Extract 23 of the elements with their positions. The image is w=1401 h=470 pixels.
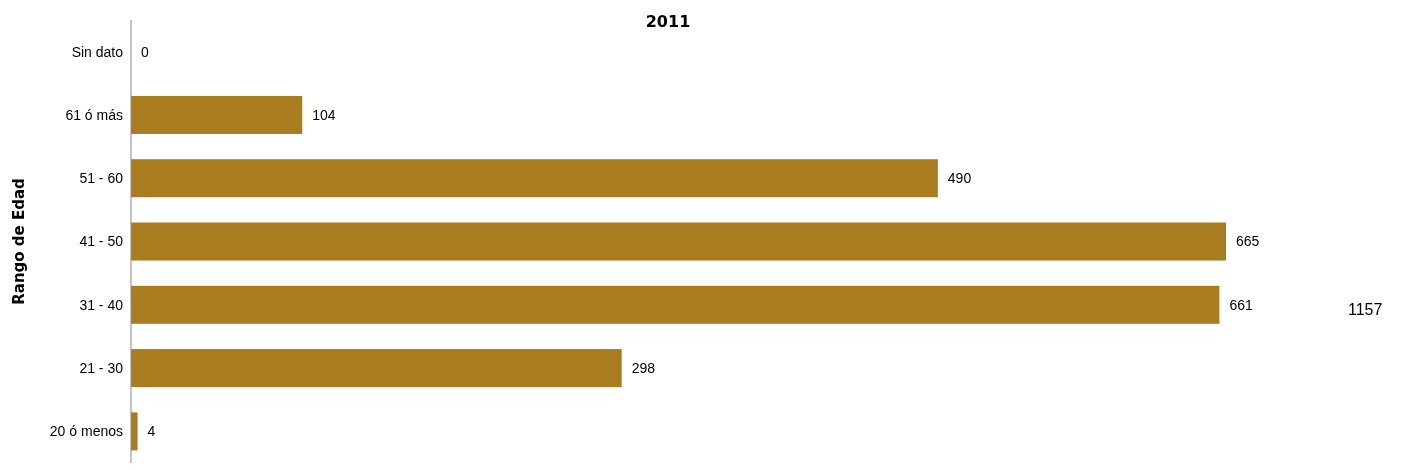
y-axis-title: Rango de Edad <box>10 178 29 305</box>
y-tick-label: 41 - 50 <box>79 233 124 250</box>
y-tick-label: 20 ó menos <box>49 423 123 440</box>
data-label: 661 <box>1229 296 1253 313</box>
data-label: 298 <box>631 359 656 376</box>
chart-title: 2011 <box>644 12 692 31</box>
y-tick-label: 51 - 60 <box>79 170 124 187</box>
bar <box>131 412 138 451</box>
y-tick-label: 61 ó más <box>65 106 123 123</box>
bar <box>131 159 938 198</box>
data-label: 4 <box>147 423 156 440</box>
y-tick-label: 31 - 40 <box>79 296 124 313</box>
bar <box>131 349 622 388</box>
y-tick-label: 21 - 30 <box>79 360 124 377</box>
data-label: 665 <box>1236 233 1260 250</box>
bar <box>131 285 1220 324</box>
y-tick-label: Sin dato <box>71 43 124 60</box>
data-label: 104 <box>312 106 336 123</box>
data-label: 0 <box>141 43 149 60</box>
bar <box>131 95 303 134</box>
text: 1157 <box>1348 301 1383 319</box>
data-label: 490 <box>947 170 972 187</box>
bar <box>131 222 1226 261</box>
